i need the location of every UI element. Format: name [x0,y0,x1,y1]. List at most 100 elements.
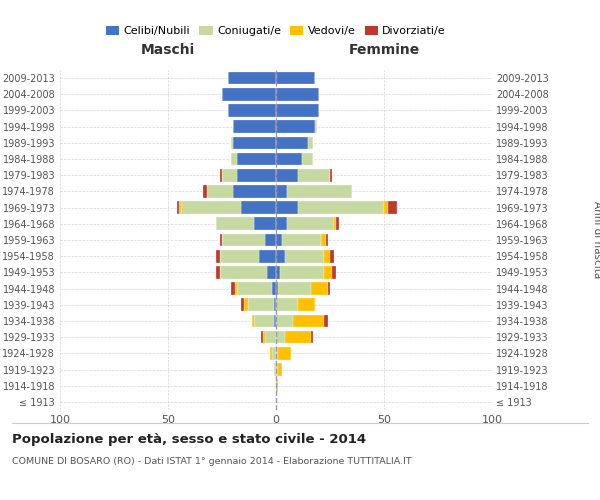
Bar [298,298,315,311]
Bar [220,169,222,181]
Bar [278,282,311,295]
Bar [269,347,272,360]
Bar [276,298,298,311]
Bar [280,266,323,278]
Bar [276,347,278,360]
Bar [229,104,276,117]
Bar [252,314,254,328]
Bar [322,234,326,246]
Bar [237,282,272,295]
Bar [241,202,276,214]
Bar [287,185,352,198]
Bar [248,298,274,311]
Bar [334,218,337,230]
Bar [207,185,233,198]
Bar [276,120,315,133]
Bar [276,104,319,117]
Bar [220,266,268,278]
Bar [276,202,298,214]
Bar [220,234,222,246]
Bar [261,331,263,344]
Bar [384,202,388,214]
Bar [176,202,179,214]
Bar [274,314,276,328]
Bar [272,282,276,295]
Text: Anni di nascita: Anni di nascita [592,202,600,278]
Bar [284,250,323,262]
Bar [323,266,332,278]
Bar [337,218,338,230]
Bar [233,120,276,133]
Bar [233,136,276,149]
Bar [179,202,181,214]
Bar [276,152,302,166]
Bar [298,202,384,214]
Bar [302,152,313,166]
Bar [265,331,276,344]
Bar [241,298,244,311]
Bar [311,331,313,344]
Bar [276,185,287,198]
Bar [328,282,330,295]
Bar [276,331,284,344]
Bar [298,169,330,181]
Bar [235,282,237,295]
Bar [233,185,276,198]
Bar [276,234,283,246]
Bar [283,234,322,246]
Bar [278,363,283,376]
Bar [215,266,220,278]
Bar [287,218,334,230]
Bar [215,218,254,230]
Bar [323,250,330,262]
Bar [265,234,276,246]
Text: Popolazione per età, sesso e stato civile - 2014: Popolazione per età, sesso e stato civil… [12,432,366,446]
Bar [203,185,207,198]
Text: Femmine: Femmine [349,44,419,58]
Bar [276,72,315,85]
Bar [311,282,328,295]
Bar [222,234,265,246]
Bar [272,347,276,360]
Bar [330,169,332,181]
Bar [332,266,337,278]
Bar [254,314,274,328]
Bar [276,314,293,328]
Bar [237,152,276,166]
Bar [284,331,311,344]
Bar [237,169,276,181]
Text: COMUNE DI BOSARO (RO) - Dati ISTAT 1° gennaio 2014 - Elaborazione TUTTITALIA.IT: COMUNE DI BOSARO (RO) - Dati ISTAT 1° ge… [12,457,412,466]
Bar [220,250,259,262]
Bar [230,282,235,295]
Bar [388,202,397,214]
Bar [315,120,317,133]
Bar [274,363,276,376]
Bar [230,152,237,166]
Bar [230,136,233,149]
Bar [254,218,276,230]
Bar [229,72,276,85]
Text: Maschi: Maschi [141,44,195,58]
Bar [259,250,276,262]
Bar [263,331,265,344]
Bar [244,298,248,311]
Bar [276,136,308,149]
Bar [274,298,276,311]
Bar [276,282,278,295]
Bar [222,169,237,181]
Bar [278,347,291,360]
Bar [276,380,278,392]
Bar [276,266,280,278]
Bar [330,250,334,262]
Bar [276,250,284,262]
Bar [293,314,323,328]
Bar [215,250,220,262]
Bar [276,88,319,101]
Bar [181,202,241,214]
Bar [308,136,313,149]
Bar [323,314,328,328]
Legend: Celibi/Nubili, Coniugati/e, Vedovi/e, Divorziati/e: Celibi/Nubili, Coniugati/e, Vedovi/e, Di… [101,21,451,40]
Bar [326,234,328,246]
Bar [276,169,298,181]
Bar [276,218,287,230]
